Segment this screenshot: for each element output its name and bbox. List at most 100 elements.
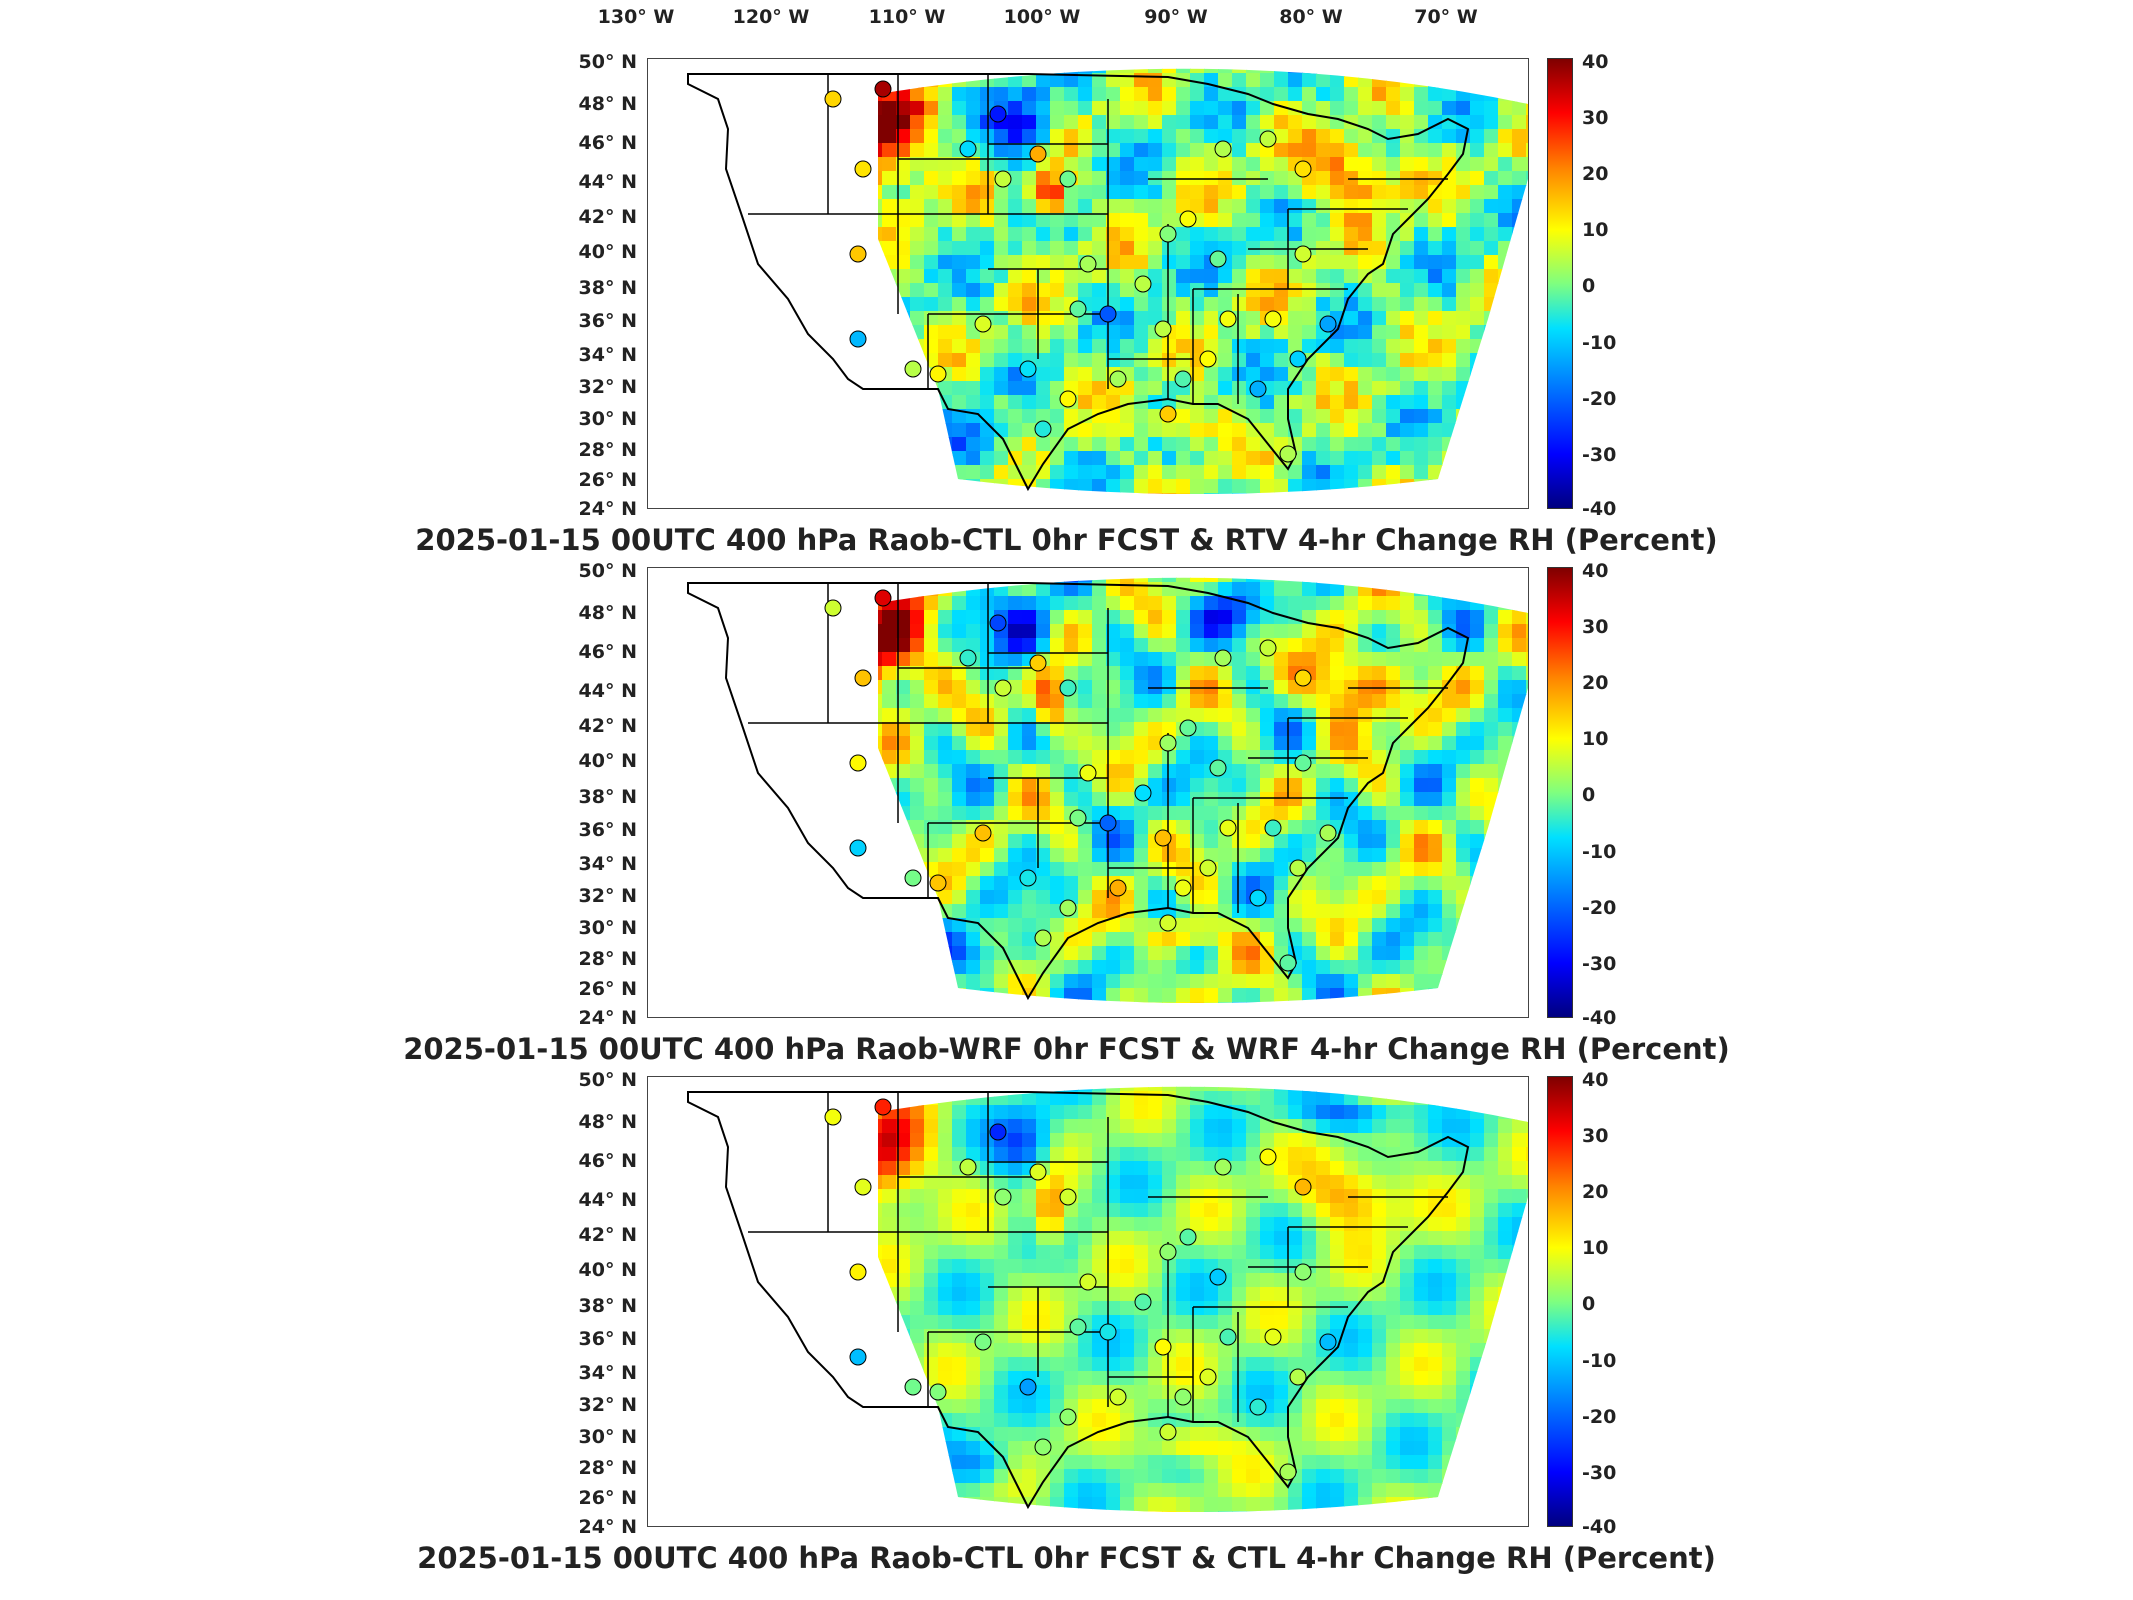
raob-station-marker [1109, 1388, 1127, 1406]
latitude-label: 36° N [578, 310, 637, 332]
raob-station-marker [1179, 719, 1197, 737]
colorbar-tick-label: 20 [1582, 672, 1609, 694]
rh-field-svg [687, 1086, 1528, 1513]
latitude-label: 32° N [578, 885, 637, 907]
raob-station-marker [1059, 1408, 1077, 1426]
latitude-label: 40° N [578, 1259, 637, 1281]
raob-station-marker [1294, 245, 1312, 263]
latitude-label: 28° N [578, 1457, 637, 1479]
raob-station-marker [989, 105, 1007, 123]
raob-station-marker [874, 589, 892, 607]
raob-station-marker [1214, 140, 1232, 158]
raob-station-marker [1294, 160, 1312, 178]
colorbar-tick-label: 20 [1582, 1181, 1609, 1203]
longitude-label: 110° W [868, 6, 946, 28]
rh-field-svg [687, 68, 1528, 495]
latitude-label: 34° N [578, 853, 637, 875]
latitude-label: 38° N [578, 277, 637, 299]
raob-station-marker [1174, 370, 1192, 388]
latitude-label: 40° N [578, 750, 637, 772]
colorbar-tick-label: 10 [1582, 728, 1609, 750]
colorbar-tick-label: 30 [1582, 616, 1609, 638]
latitude-label: 34° N [578, 344, 637, 366]
coastline [687, 1091, 1470, 1510]
latitude-label: 44° N [578, 1189, 637, 1211]
coastline [687, 582, 1470, 1001]
colorbar-tick-label: 30 [1582, 1125, 1609, 1147]
raob-station-marker [1154, 829, 1172, 847]
raob-station-marker [1219, 1328, 1237, 1346]
colorbar-tick-label: -40 [1582, 1007, 1617, 1029]
raob-station-marker [1249, 380, 1267, 398]
colorbar-tick-label: -40 [1582, 1516, 1617, 1538]
raob-station-marker [849, 754, 867, 772]
rh-field [878, 1086, 1528, 1513]
raob-station-marker [1259, 130, 1277, 148]
raob-station-marker [1154, 320, 1172, 338]
raob-station-marker [1179, 1228, 1197, 1246]
raob-station-marker [1079, 1273, 1097, 1291]
raob-station-marker [1109, 370, 1127, 388]
raob-station-marker [1209, 250, 1227, 268]
latitude-label: 46° N [578, 641, 637, 663]
raob-station-marker [1159, 734, 1177, 752]
panel-title: 2025-01-15 00UTC 400 hPa Raob-CTL 0hr FC… [415, 523, 1718, 557]
raob-station-marker [1059, 390, 1077, 408]
raob-station-marker [1214, 1158, 1232, 1176]
colorbar-tick-label: 10 [1582, 1237, 1609, 1259]
colorbar-tick-label: -10 [1582, 332, 1617, 354]
raob-station-marker [1059, 899, 1077, 917]
raob-station-marker [1019, 869, 1037, 887]
raob-station-marker [929, 365, 947, 383]
raob-station-marker [1264, 310, 1282, 328]
raob-station-marker [1209, 1268, 1227, 1286]
raob-station-marker [1159, 405, 1177, 423]
raob-station-marker [1279, 1463, 1297, 1481]
colorbar-tick-label: -30 [1582, 1462, 1617, 1484]
raob-station-marker [1029, 1163, 1047, 1181]
raob-station-marker [874, 1098, 892, 1116]
raob-station-marker [1134, 1293, 1152, 1311]
raob-station-marker [1034, 929, 1052, 947]
rh-field [878, 577, 1528, 1004]
latitude-label: 26° N [578, 1487, 637, 1509]
raob-station-marker [1249, 889, 1267, 907]
latitude-label: 44° N [578, 171, 637, 193]
raob-station-marker [874, 80, 892, 98]
latitude-label: 36° N [578, 819, 637, 841]
raob-station-marker [1059, 679, 1077, 697]
raob-station-marker [1029, 654, 1047, 672]
raob-station-marker [1159, 1243, 1177, 1261]
raob-station-marker [849, 245, 867, 263]
raob-station-marker [824, 90, 842, 108]
panel-title: 2025-01-15 00UTC 400 hPa Raob-WRF 0hr FC… [403, 1032, 1730, 1066]
raob-station-marker [929, 874, 947, 892]
latitude-label: 30° N [578, 1426, 637, 1448]
raob-station-marker [904, 869, 922, 887]
colorbar-tick-label: -30 [1582, 953, 1617, 975]
latitude-label: 42° N [578, 1224, 637, 1246]
raob-station-marker [1279, 445, 1297, 463]
raob-station-marker [989, 1123, 1007, 1141]
rh-change-map [647, 58, 1529, 509]
raob-station-marker [974, 824, 992, 842]
colorbar-tick-label: -20 [1582, 897, 1617, 919]
raob-station-marker [1199, 350, 1217, 368]
raob-station-marker [849, 1263, 867, 1281]
raob-station-marker [1289, 350, 1307, 368]
colorbar [1547, 567, 1573, 1018]
raob-station-marker [1059, 170, 1077, 188]
rh-change-map [647, 567, 1529, 1018]
raob-station-marker [854, 1178, 872, 1196]
colorbar-tick-label: -40 [1582, 498, 1617, 520]
raob-station-marker [1249, 1398, 1267, 1416]
latitude-label: 26° N [578, 469, 637, 491]
latitude-label: 32° N [578, 1394, 637, 1416]
raob-station-marker [1134, 275, 1152, 293]
raob-station-marker [1199, 1368, 1217, 1386]
raob-station-marker [1099, 305, 1117, 323]
raob-station-marker [1069, 809, 1087, 827]
raob-station-marker [854, 160, 872, 178]
raob-station-marker [989, 614, 1007, 632]
latitude-label: 38° N [578, 786, 637, 808]
